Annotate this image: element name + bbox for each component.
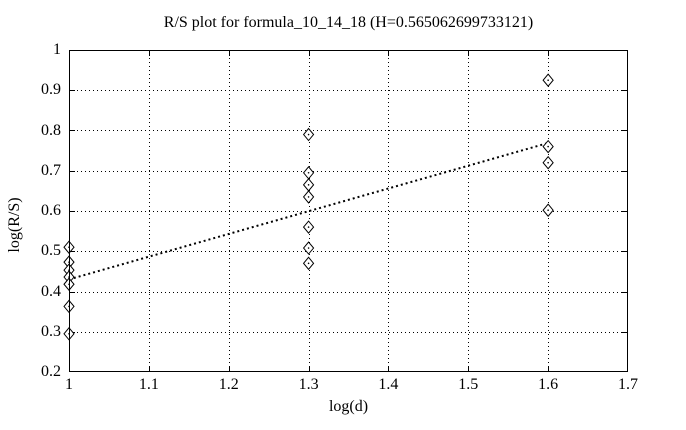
y-tick-label: 0.7 xyxy=(41,161,61,179)
y-tick-label: 0.4 xyxy=(41,282,61,300)
y-tick-label: 0.2 xyxy=(41,363,61,380)
data-point-center-dot xyxy=(547,161,549,164)
chart-title: R/S plot for formula_10_14_18 (H=0.56506… xyxy=(163,14,534,31)
data-point-center-dot xyxy=(307,133,310,136)
x-axis-label: log(d) xyxy=(328,398,369,415)
fit-line xyxy=(68,142,549,281)
x-tick-label: 1.6 xyxy=(538,376,559,393)
x-tick-label: 1.2 xyxy=(218,376,239,393)
data-point-center-dot xyxy=(307,196,310,198)
y-tick-label: 0.3 xyxy=(41,322,61,340)
y-tick-label: 0.6 xyxy=(41,202,61,219)
data-point-center-dot xyxy=(547,209,549,211)
x-tick-label: 1.1 xyxy=(138,376,159,393)
data-point-center-dot xyxy=(547,145,549,148)
data-point-center-dot xyxy=(307,247,310,249)
data-point-center-dot xyxy=(307,184,310,186)
y-tick-label: 0.8 xyxy=(41,121,61,139)
plot-border xyxy=(69,50,628,372)
x-tick-label: 1.3 xyxy=(298,376,319,393)
data-point-center-dot xyxy=(547,79,549,81)
y-tick-label: 0.5 xyxy=(41,242,61,260)
x-tick-label: 1 xyxy=(65,376,73,393)
data-point-center-dot xyxy=(307,171,310,174)
x-tick-label: 1.4 xyxy=(378,376,399,393)
plot-canvas xyxy=(63,50,628,372)
x-tick-label: 1.5 xyxy=(458,376,479,393)
data-point-center-dot xyxy=(307,262,310,265)
y-tick-label: 1 xyxy=(53,41,61,58)
y-tick-label: 0.9 xyxy=(41,81,61,99)
x-tick-label: 1.7 xyxy=(618,376,638,393)
plot-area xyxy=(63,50,628,372)
data-point-center-dot xyxy=(307,226,310,228)
